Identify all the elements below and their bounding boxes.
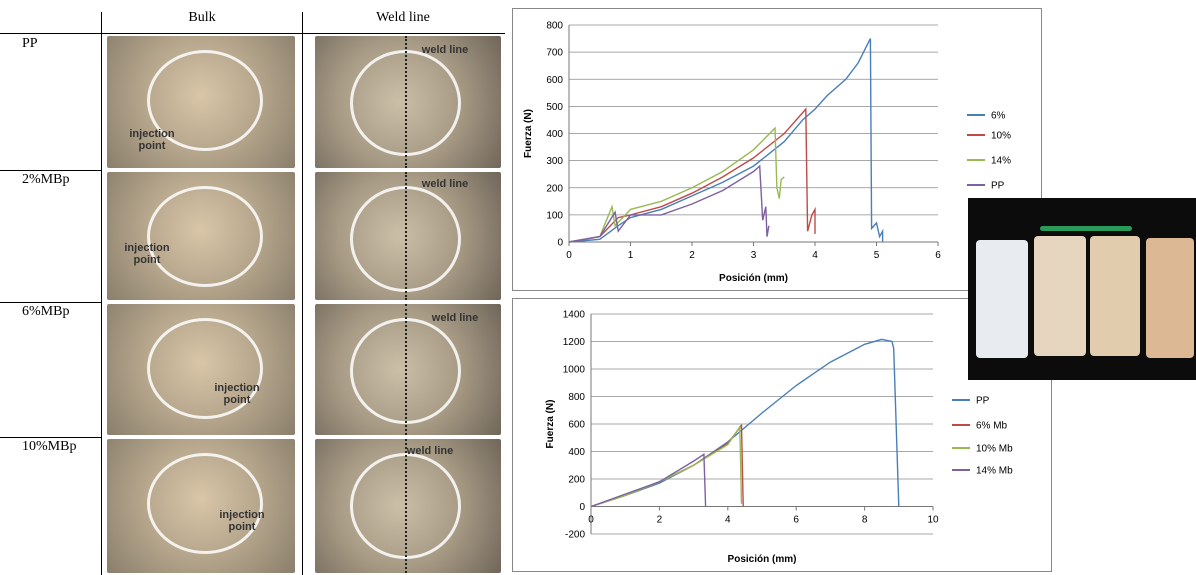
bulk-note: injection point [214,382,260,406]
y-tick-label: 400 [546,129,563,140]
y-tick-label: 100 [546,210,563,221]
y-axis-title: Fuerza (N) [545,400,556,449]
x-tick-label: 4 [725,515,731,526]
x-tick-label: 10 [927,515,939,526]
weld-note: weld line [421,178,469,190]
photo-weld: weld line [315,172,501,300]
y-tick-label: 1000 [563,365,586,376]
x-tick-label: 8 [862,515,868,526]
weld-note: weld line [421,44,469,56]
photo-weld: weld line [315,36,501,168]
x-tick-label: 6 [935,250,941,261]
x-axis-title: Posición (mm) [728,554,797,565]
legend-label: 6% Mb [976,421,1008,432]
tray [1146,238,1194,358]
y-tick-label: 200 [568,475,585,486]
table-rule [0,170,101,171]
x-tick-label: 1 [628,250,634,261]
row-label: 2%MBp [22,172,70,187]
weld-note: weld line [406,445,454,457]
legend-label: 6% [991,111,1006,122]
weld-line-marker [405,172,407,300]
line-series [568,164,770,243]
bulk-note: injection point [124,242,170,266]
x-axis-title: Posición (mm) [719,273,788,284]
x-tick-label: 4 [812,250,818,261]
pen [1040,226,1132,231]
photo-bulk: injection point [107,304,295,435]
row-label: 6%MBp [22,304,70,319]
row-label: 10%MBp [22,439,77,454]
tray [976,240,1028,358]
specimen-ring [147,50,263,151]
y-axis-title: Fuerza (N) [523,109,534,158]
line-series [568,126,785,243]
y-tick-label: 800 [568,392,585,403]
legend-label: PP [991,181,1005,192]
y-tick-label: 600 [568,420,585,431]
column-header: Bulk [188,10,216,25]
x-tick-label: 6 [793,515,799,526]
x-tick-label: 2 [657,515,663,526]
legend-label: 14% [991,156,1011,167]
legend-label: 10% Mb [976,444,1013,455]
weld-line-marker [405,304,407,435]
y-tick-label: 300 [546,156,563,167]
table-rule [302,12,303,575]
x-tick-label: 0 [566,250,572,261]
chart: 0 100 200 300 400 500 600 700 800 0 1 2 3 4 5 6 Posición… [512,8,1042,291]
y-tick-label: -200 [565,530,585,541]
line-series [568,38,884,243]
chart-frame [512,8,1042,291]
table-rule [0,437,101,438]
legend-label: 14% Mb [976,466,1013,477]
line-series [590,338,900,508]
y-tick-label: 0 [557,238,563,249]
weld-line-marker [405,439,407,573]
chart-frame [512,298,1052,572]
weld-note: weld line [431,312,479,324]
specimen-ring [147,453,263,554]
line-series [590,453,707,508]
x-tick-label: 5 [874,250,880,261]
table-rule [0,302,101,303]
photo-weld: weld line [315,304,501,435]
y-tick-label: 700 [546,48,563,59]
y-tick-label: 200 [546,183,563,194]
tray [1090,236,1140,356]
column-header: Weld line [376,10,430,25]
y-tick-label: 500 [546,102,563,113]
y-tick-label: 400 [568,447,585,458]
y-tick-label: 1400 [563,310,586,321]
weld-line-marker [405,36,407,168]
bulk-note: injection point [219,509,265,533]
specimen-ring [147,318,263,419]
photo-bulk: injection point [107,36,295,168]
y-tick-label: 600 [546,75,563,86]
specimen-ring [147,186,263,287]
bulk-note: injection point [129,128,175,152]
y-tick-label: 800 [546,21,563,32]
table-rule [0,33,505,34]
row-label: PP [22,36,38,51]
y-tick-label: 1200 [563,337,586,348]
y-tick-label: 0 [579,502,585,513]
table-rule [101,12,102,575]
x-tick-label: 3 [751,250,757,261]
photo-trays [968,198,1196,380]
x-tick-label: 0 [588,515,594,526]
photo-bulk: injection point [107,439,295,573]
photo-weld: weld line [315,439,501,573]
legend-label: 10% [991,131,1011,142]
line-series [568,107,816,243]
x-tick-label: 2 [689,250,695,261]
photo-bulk: injection point [107,172,295,300]
legend-label: PP [976,396,990,407]
line-series [590,424,743,508]
tray [1034,236,1086,356]
